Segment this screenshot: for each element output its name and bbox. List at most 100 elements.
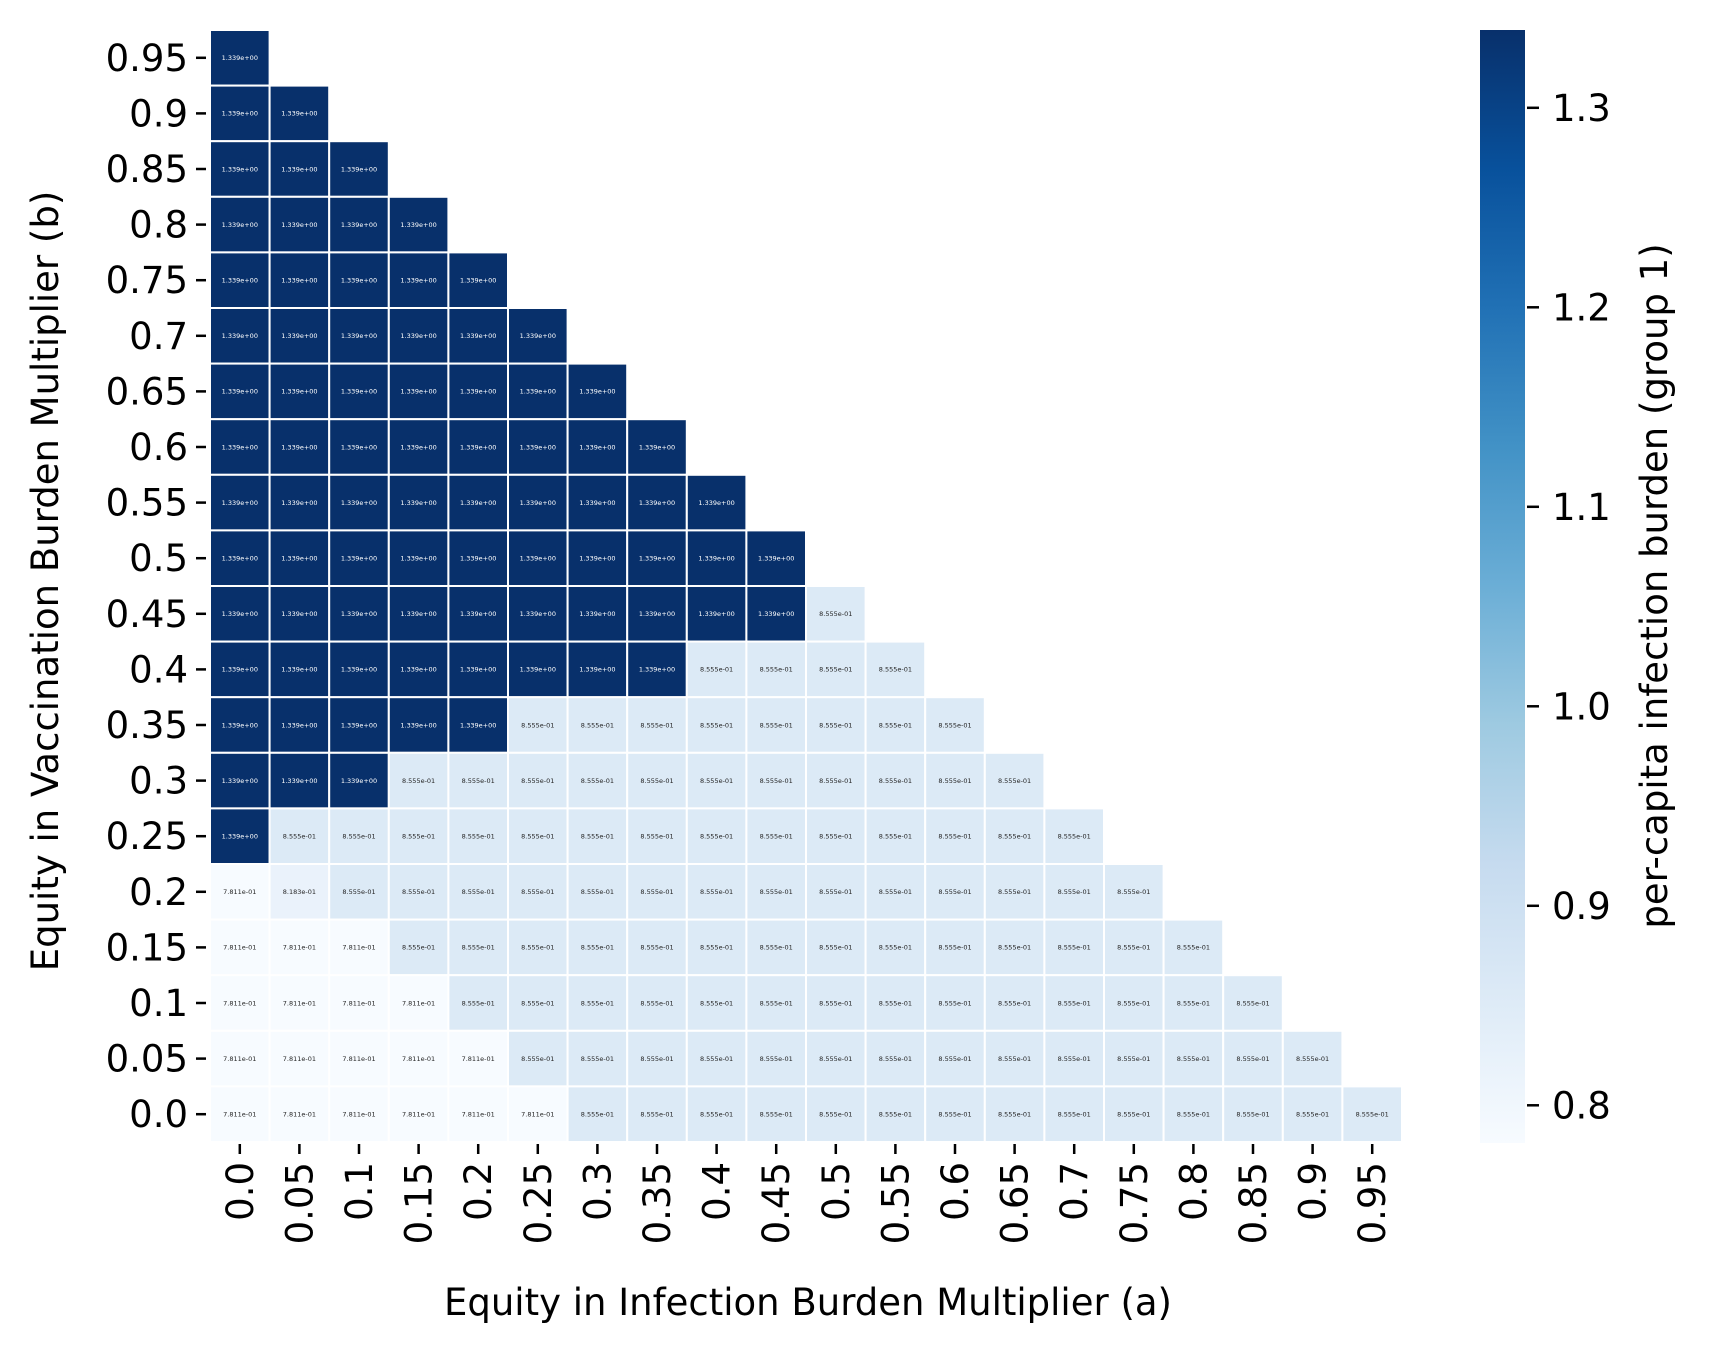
cell-value-label: 8.555e-01 [462, 999, 495, 1007]
cell-value-label: 7.811e-01 [342, 944, 375, 952]
cell-value-label: 7.811e-01 [402, 999, 435, 1007]
heatmap-cell [685, 640, 748, 699]
heatmap-cell [209, 29, 271, 87]
heatmap-cell [745, 1029, 808, 1088]
heatmap-cell [209, 418, 271, 476]
heatmap-cell [507, 1085, 569, 1144]
cell-value-label: 8.555e-01 [1356, 1111, 1389, 1119]
heatmap-cell [387, 529, 450, 588]
cell-value-label: 7.811e-01 [521, 1111, 554, 1119]
heatmap-cell [685, 1085, 748, 1144]
x-tick-label: 0.45 [755, 1162, 798, 1244]
cell-value-label: 8.555e-01 [342, 833, 375, 841]
heatmap-cell [387, 1085, 450, 1144]
cell-value-label: 1.339e+00 [639, 499, 675, 507]
cell-value-label: 8.555e-01 [1058, 1111, 1091, 1119]
cell-value-label: 1.339e+00 [579, 666, 615, 674]
cell-value-label: 8.555e-01 [700, 721, 733, 729]
y-tick-label: 0.35 [106, 704, 188, 747]
heatmap-cell [685, 473, 748, 532]
cell-value-label: 8.555e-01 [819, 999, 852, 1007]
y-tick-label: 0.45 [106, 593, 188, 636]
heatmap-cell [924, 696, 986, 754]
heatmap-cell [1222, 974, 1284, 1032]
cell-value-label: 8.555e-01 [1236, 1111, 1269, 1119]
cell-value-label: 1.339e+00 [579, 443, 615, 451]
cell-value-label: 1.339e+00 [222, 666, 258, 674]
cell-value-label: 1.339e+00 [341, 777, 377, 785]
cell-value-label: 8.555e-01 [700, 777, 733, 785]
heatmap-cell [566, 696, 629, 754]
heatmap-cell [924, 918, 986, 977]
heatmap-cell [328, 529, 390, 588]
heatmap-cell [447, 1029, 509, 1088]
cell-value-label: 1.339e+00 [341, 666, 377, 674]
cell-value-label: 8.555e-01 [1117, 888, 1150, 896]
cell-value-label: 8.555e-01 [819, 833, 852, 841]
cell-value-label: 1.339e+00 [281, 221, 317, 229]
heatmap-cell [268, 974, 331, 1032]
heatmap-cell [507, 918, 569, 977]
cell-value-label: 8.555e-01 [640, 833, 673, 841]
colorbar-tick-label: 1.2 [1552, 286, 1611, 329]
heatmap-cell [209, 362, 271, 421]
cell-value-label: 1.339e+00 [400, 666, 436, 674]
x-tick-label: 0.6 [934, 1162, 977, 1221]
cell-value-label: 8.555e-01 [938, 944, 971, 952]
heatmap-cell [805, 696, 867, 754]
cell-value-label: 8.555e-01 [938, 999, 971, 1007]
cell-value-label: 1.339e+00 [281, 443, 317, 451]
cell-value-label: 1.339e+00 [281, 555, 317, 563]
heatmap-cell [626, 751, 688, 810]
cell-value-label: 1.339e+00 [460, 332, 496, 340]
cell-value-label: 8.555e-01 [1177, 999, 1210, 1007]
heatmap-cell [626, 640, 688, 699]
y-axis: 0.95 0.9 0.85 0.8 0.75 0.7 0.65 0.6 0.55 0.5 0.45 0… [106, 37, 206, 1136]
heatmap-cell [566, 751, 629, 810]
cell-value-label: 1.339e+00 [400, 443, 436, 451]
cell-value-label: 8.555e-01 [938, 888, 971, 896]
cell-value-label: 1.339e+00 [341, 332, 377, 340]
heatmap-cell [745, 696, 808, 754]
cell-value-label: 8.555e-01 [700, 888, 733, 896]
cell-value-label: 1.339e+00 [400, 221, 436, 229]
cell-value-label: 1.339e+00 [460, 610, 496, 618]
colorbar-label: per-capita infection burden (group 1) [1633, 243, 1676, 928]
cell-value-label: 1.339e+00 [222, 833, 258, 841]
heatmap-cell [805, 918, 867, 977]
heatmap-cell [387, 751, 450, 810]
cell-value-label: 7.811e-01 [342, 1055, 375, 1063]
cell-value-label: 1.339e+00 [341, 221, 377, 229]
y-tick-label: 0.4 [129, 648, 188, 691]
cell-value-label: 8.555e-01 [462, 777, 495, 785]
x-axis-label: Equity in Infection Burden Multiplier (a… [444, 1281, 1172, 1324]
cell-value-label: 8.555e-01 [879, 999, 912, 1007]
cell-value-label: 8.555e-01 [640, 777, 673, 785]
x-tick-label: 0.95 [1351, 1162, 1394, 1244]
heatmap-cell [566, 918, 629, 977]
cell-value-label: 1.339e+00 [460, 277, 496, 285]
cell-value-label: 7.811e-01 [223, 999, 256, 1007]
x-tick-label: 0.3 [576, 1162, 619, 1221]
cell-value-label: 1.339e+00 [400, 332, 436, 340]
colorbar-tick-label: 0.9 [1552, 885, 1611, 928]
cell-value-label: 8.555e-01 [1117, 944, 1150, 952]
cell-value-label: 8.555e-01 [938, 777, 971, 785]
cell-value-label: 8.555e-01 [640, 888, 673, 896]
cell-value-label: 8.555e-01 [1177, 1111, 1210, 1119]
cell-value-label: 1.339e+00 [281, 110, 317, 118]
cell-value-label: 1.339e+00 [222, 221, 258, 229]
cell-value-label: 8.555e-01 [581, 1111, 614, 1119]
heatmap-cell [328, 640, 390, 699]
cell-value-label: 8.555e-01 [521, 888, 554, 896]
y-tick-label: 0.2 [129, 871, 188, 914]
cell-value-label: 8.183e-01 [283, 888, 316, 896]
cell-value-label: 8.555e-01 [1117, 999, 1150, 1007]
cell-value-label: 1.339e+00 [222, 388, 258, 396]
cell-value-label: 8.555e-01 [581, 833, 614, 841]
heatmap-cell [268, 362, 331, 421]
cell-value-label: 8.555e-01 [760, 944, 793, 952]
cell-value-label: 8.555e-01 [581, 721, 614, 729]
cell-value-label: 1.339e+00 [460, 499, 496, 507]
y-tick-label: 0.25 [106, 815, 188, 858]
